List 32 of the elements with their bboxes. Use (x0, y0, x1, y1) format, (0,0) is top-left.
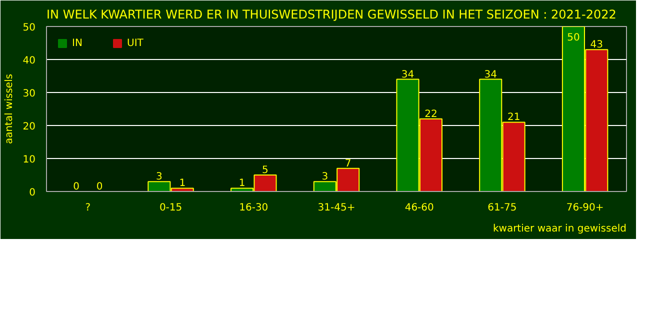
data-label: 21 (507, 112, 520, 124)
data-label: 34 (484, 69, 497, 80)
data-label: 0 (96, 182, 103, 192)
data-label: 0 (73, 182, 80, 192)
y-tick-label: 50 (22, 22, 36, 34)
data-label: 22 (424, 108, 438, 120)
x-tick-label: 16-30 (239, 202, 268, 214)
x-tick-label: 61-75 (488, 202, 517, 214)
y-tick-label: 10 (22, 154, 36, 166)
data-label: 3 (156, 172, 162, 183)
data-label: 3 (322, 172, 328, 183)
y-tick-label: 30 (22, 88, 36, 100)
data-label: 43 (590, 40, 604, 51)
legend-label: IN (72, 37, 84, 49)
data-label: 7 (344, 158, 352, 170)
y-tick-label: 40 (22, 56, 36, 66)
x-axis-title: kwartier waar in gewisseld (492, 224, 627, 234)
x-tick-label: 46-60 (404, 202, 434, 214)
y-tick-label: 0 (29, 188, 36, 198)
chart-title: IN WELK KWARTIER WERD ER IN THUISWEDSTRIJDEN GEWISSELD IN HET SEIZOEN : 2021-2022 (46, 8, 616, 22)
data-label: 1 (179, 178, 186, 190)
y-axis-title: aantal wissels (4, 74, 15, 144)
y-tick-label: 20 (22, 122, 36, 132)
data-label: 34 (401, 69, 414, 80)
data-label: 50 (567, 32, 580, 44)
x-tick-label: ? (85, 202, 91, 214)
x-tick-label: 0-15 (159, 202, 182, 214)
x-tick-label: 76-90+ (566, 202, 604, 214)
data-label: 5 (262, 165, 268, 176)
legend-label: UIT (127, 37, 144, 49)
data-label: 1 (238, 178, 246, 190)
x-tick-label: 31-45+ (318, 202, 356, 214)
